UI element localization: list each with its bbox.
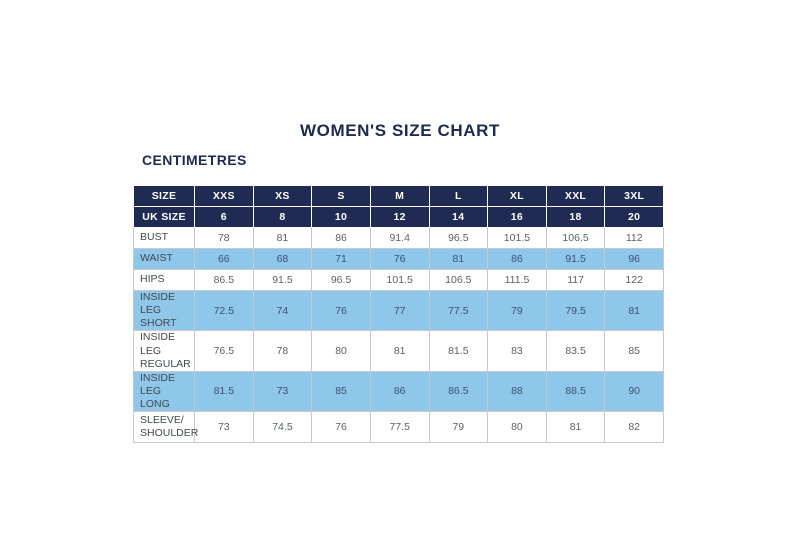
measurement-cell: 77.5 xyxy=(369,411,430,444)
measurement-cell: 96 xyxy=(604,248,664,270)
measurement-cell: 112 xyxy=(604,227,664,249)
uk-size-header-cell: 8 xyxy=(252,206,313,228)
measurement-cell: 86 xyxy=(487,248,547,270)
size-header-row: SIZE XXS XS S M L XL XXL 3XL xyxy=(133,185,664,207)
row-label: INSIDE LEG REGULAR xyxy=(133,330,195,372)
measurement-cell: 101.5 xyxy=(369,269,430,291)
uk-size-header-cell: 18 xyxy=(545,206,606,228)
measurement-cell: 91.4 xyxy=(369,227,430,249)
size-header-cell: S xyxy=(311,185,371,207)
measurement-cell: 77.5 xyxy=(428,289,489,332)
measurement-cell: 71 xyxy=(311,248,371,270)
row-label: SLEEVE/ SHOULDER xyxy=(133,411,198,444)
measurement-cell: 86.5 xyxy=(194,269,254,291)
measurement-cell: 88.5 xyxy=(545,370,606,413)
uk-size-header-label: UK SIZE xyxy=(133,206,195,228)
uk-size-header-cell: 6 xyxy=(194,206,254,228)
measurement-cell: 82 xyxy=(604,411,664,444)
measurement-cell: 85 xyxy=(311,370,371,413)
uk-size-header-cell: 20 xyxy=(604,206,664,228)
uk-size-header-row: UK SIZE 6 8 10 12 14 16 18 20 xyxy=(133,206,664,228)
table-row-hips: HIPS 86.5 91.5 96.5 101.5 106.5 111.5 11… xyxy=(133,269,664,291)
measurement-cell: 81 xyxy=(428,248,489,270)
measurement-cell: 81 xyxy=(369,330,430,372)
table-row-sleeve-shoulder: SLEEVE/ SHOULDER 73 74.5 76 77.5 79 80 8… xyxy=(133,411,664,444)
measurement-cell: 86.5 xyxy=(428,370,489,413)
measurement-cell: 72.5 xyxy=(194,289,254,332)
row-label: HIPS xyxy=(133,269,195,291)
measurement-cell: 79.5 xyxy=(545,289,606,332)
measurement-cell: 101.5 xyxy=(487,227,547,249)
measurement-cell: 90 xyxy=(604,370,664,413)
size-header-label: SIZE xyxy=(133,185,195,207)
size-header-cell: XXS xyxy=(194,185,254,207)
measurement-cell: 78 xyxy=(194,227,254,249)
table-row-bust: BUST 78 81 86 91.4 96.5 101.5 106.5 112 xyxy=(133,227,664,249)
measurement-cell: 80 xyxy=(311,330,371,372)
measurement-cell: 76 xyxy=(311,411,371,444)
measurement-cell: 76 xyxy=(311,289,371,332)
measurement-cell: 96.5 xyxy=(311,269,371,291)
size-header-cell: XL xyxy=(487,185,547,207)
measurement-cell: 91.5 xyxy=(252,269,313,291)
measurement-cell: 73 xyxy=(252,370,313,413)
measurement-cell: 81.5 xyxy=(194,370,254,413)
measurement-cell: 111.5 xyxy=(487,269,547,291)
table-row-inside-leg-regular: INSIDE LEG REGULAR 76.5 78 80 81 81.5 83… xyxy=(133,330,664,372)
measurement-cell: 66 xyxy=(194,248,254,270)
measurement-cell: 80 xyxy=(487,411,547,444)
measurement-cell: 78 xyxy=(252,330,313,372)
measurement-cell: 117 xyxy=(545,269,606,291)
measurement-cell: 96.5 xyxy=(428,227,489,249)
measurement-cell: 122 xyxy=(604,269,664,291)
size-header-cell: XXL xyxy=(545,185,606,207)
row-label: BUST xyxy=(133,227,195,249)
uk-size-header-cell: 12 xyxy=(369,206,430,228)
row-label: INSIDE LEG SHORT xyxy=(133,289,195,332)
uk-size-header-cell: 14 xyxy=(428,206,489,228)
measurement-cell: 86 xyxy=(311,227,371,249)
measurement-cell: 79 xyxy=(428,411,489,444)
measurement-cell: 91.5 xyxy=(545,248,606,270)
measurement-cell: 79 xyxy=(487,289,547,332)
measurement-cell: 81 xyxy=(252,227,313,249)
page-title: WOMEN'S SIZE CHART xyxy=(300,121,500,140)
size-header-cell: L xyxy=(428,185,489,207)
measurement-cell: 86 xyxy=(369,370,430,413)
row-label: WAIST xyxy=(133,248,195,270)
measurement-cell: 85 xyxy=(604,330,664,372)
measurement-cell: 77 xyxy=(369,289,430,332)
unit-label: CENTIMETRES xyxy=(142,152,247,168)
row-label: INSIDE LEG LONG xyxy=(133,370,195,413)
size-header-cell: 3XL xyxy=(604,185,664,207)
measurement-cell: 73 xyxy=(194,411,254,444)
measurement-cell: 76.5 xyxy=(194,330,254,372)
measurement-cell: 83.5 xyxy=(545,330,606,372)
measurement-cell: 68 xyxy=(252,248,313,270)
measurement-cell: 106.5 xyxy=(428,269,489,291)
measurement-cell: 76 xyxy=(369,248,430,270)
measurement-cell: 88 xyxy=(487,370,547,413)
size-header-cell: M xyxy=(369,185,430,207)
measurement-cell: 83 xyxy=(487,330,547,372)
measurement-cell: 81.5 xyxy=(428,330,489,372)
size-chart-table: SIZE XXS XS S M L XL XXL 3XL UK SIZE 6 8… xyxy=(133,185,664,444)
table-row-inside-leg-short: INSIDE LEG SHORT 72.5 74 76 77 77.5 79 7… xyxy=(133,289,664,332)
measurement-cell: 74.5 xyxy=(252,411,313,444)
table-row-waist: WAIST 66 68 71 76 81 86 91.5 96 xyxy=(133,248,664,270)
uk-size-header-cell: 10 xyxy=(311,206,371,228)
measurement-cell: 81 xyxy=(604,289,664,332)
measurement-cell: 74 xyxy=(252,289,313,332)
table-row-inside-leg-long: INSIDE LEG LONG 81.5 73 85 86 86.5 88 88… xyxy=(133,370,664,413)
uk-size-header-cell: 16 xyxy=(487,206,547,228)
measurement-cell: 106.5 xyxy=(545,227,606,249)
size-header-cell: XS xyxy=(252,185,313,207)
measurement-cell: 81 xyxy=(545,411,606,444)
